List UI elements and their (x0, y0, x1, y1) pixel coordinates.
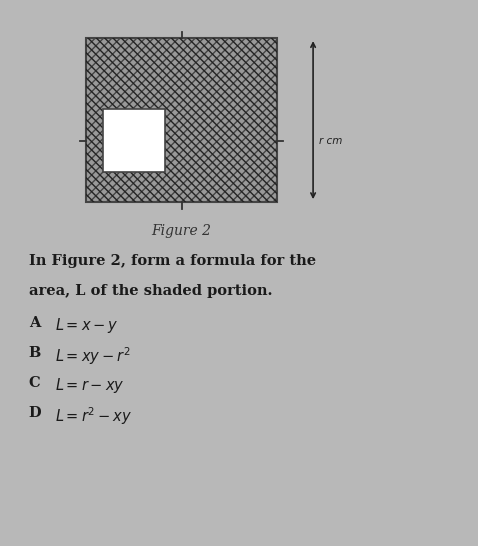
Text: $L = r - xy$: $L = r - xy$ (55, 376, 124, 395)
Text: $L = xy - r^2$: $L = xy - r^2$ (55, 346, 130, 367)
Text: $L = r^2 - xy$: $L = r^2 - xy$ (55, 406, 132, 428)
Bar (103, 109, 165, 172)
Text: D: D (29, 406, 41, 420)
Text: C: C (29, 376, 40, 390)
Text: $L = x - y$: $L = x - y$ (55, 316, 119, 335)
Bar (86, 38, 277, 202)
Text: Figure 2: Figure 2 (152, 224, 212, 238)
Text: r cm: r cm (319, 135, 342, 146)
Text: B: B (29, 346, 41, 360)
Text: area, L of the shaded portion.: area, L of the shaded portion. (29, 284, 272, 298)
Text: In Figure 2, form a formula for the: In Figure 2, form a formula for the (29, 254, 316, 268)
Text: A: A (29, 316, 40, 330)
Bar (86, 38, 277, 202)
